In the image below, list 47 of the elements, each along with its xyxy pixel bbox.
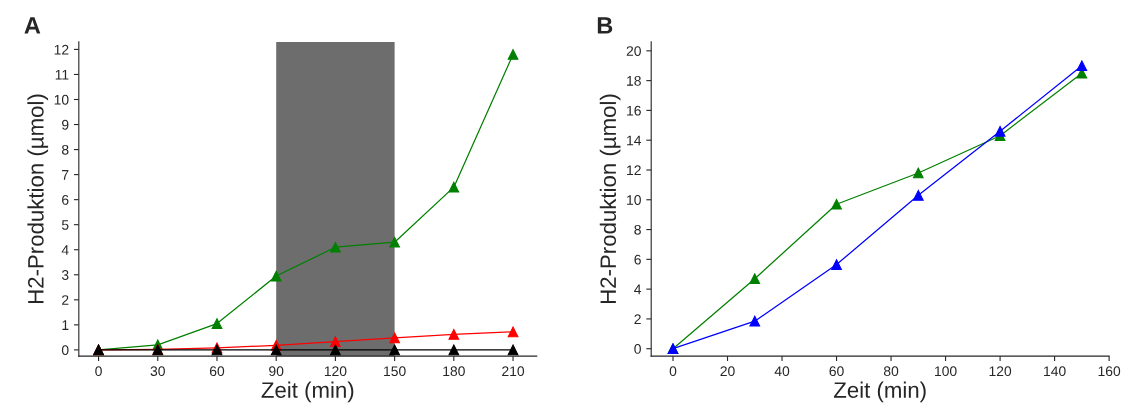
y-tick-label: 18 xyxy=(627,75,641,86)
x-axis-title: Zeit (min) xyxy=(261,381,354,403)
y-tick-label: 12 xyxy=(54,44,69,55)
x-tick-label: 20 xyxy=(720,366,735,377)
x-tick-label: 60 xyxy=(209,366,225,377)
y-tick-label: 4 xyxy=(61,245,69,255)
y-tick-label: 14 xyxy=(627,135,642,146)
x-tick-label: 150 xyxy=(384,366,406,377)
x-tick-label: 0 xyxy=(669,366,677,377)
y-tick-label: 4 xyxy=(634,284,642,295)
y-tick-label: 9 xyxy=(62,119,69,130)
chart-title: A xyxy=(24,17,41,34)
y-axis-title: H2-Produktion (µmol) xyxy=(27,94,49,304)
x-axis-title: Zeit (min) xyxy=(833,381,926,403)
x-tick-label: 0 xyxy=(95,366,102,377)
y-tick-label: 2 xyxy=(634,314,641,324)
x-tick-label: 160 xyxy=(1098,366,1121,377)
chart-title: B xyxy=(597,17,613,34)
x-tick-label: 90 xyxy=(269,366,284,377)
y-tick-label: 8 xyxy=(61,144,69,155)
y-tick-label: 7 xyxy=(62,170,69,180)
y-tick-label: 6 xyxy=(634,254,641,265)
x-tick-label: 100 xyxy=(935,366,957,377)
y-tick-label: 16 xyxy=(627,105,641,116)
y-tick-label: 5 xyxy=(61,220,69,230)
y-tick-label: 10 xyxy=(54,94,69,105)
x-tick-label: 140 xyxy=(1044,366,1066,377)
x-tick-label: 210 xyxy=(502,366,525,377)
y-axis-title: H2-Produktion (µmol) xyxy=(599,94,621,304)
y-tick-label: 0 xyxy=(634,344,641,354)
y-tick-label: 10 xyxy=(627,195,641,205)
y-tick-label: 8 xyxy=(634,224,641,235)
y-tick-label: 2 xyxy=(62,295,69,305)
y-tick-label: 1 xyxy=(62,320,69,330)
x-tick-label: 120 xyxy=(324,366,347,377)
y-tick-label: 11 xyxy=(55,69,69,80)
y-tick-label: 20 xyxy=(626,46,641,57)
x-tick-label: 180 xyxy=(443,366,465,377)
y-tick-label: 6 xyxy=(62,194,69,205)
y-tick-label: 3 xyxy=(61,270,69,280)
y-tick-label: 0 xyxy=(61,345,69,356)
x-tick-label: 120 xyxy=(989,366,1012,377)
y-tick-label: 12 xyxy=(627,165,641,176)
x-tick-label: 30 xyxy=(150,366,165,377)
x-tick-label: 80 xyxy=(883,366,899,377)
x-tick-label: 60 xyxy=(829,366,844,377)
x-tick-label: 40 xyxy=(774,366,790,377)
